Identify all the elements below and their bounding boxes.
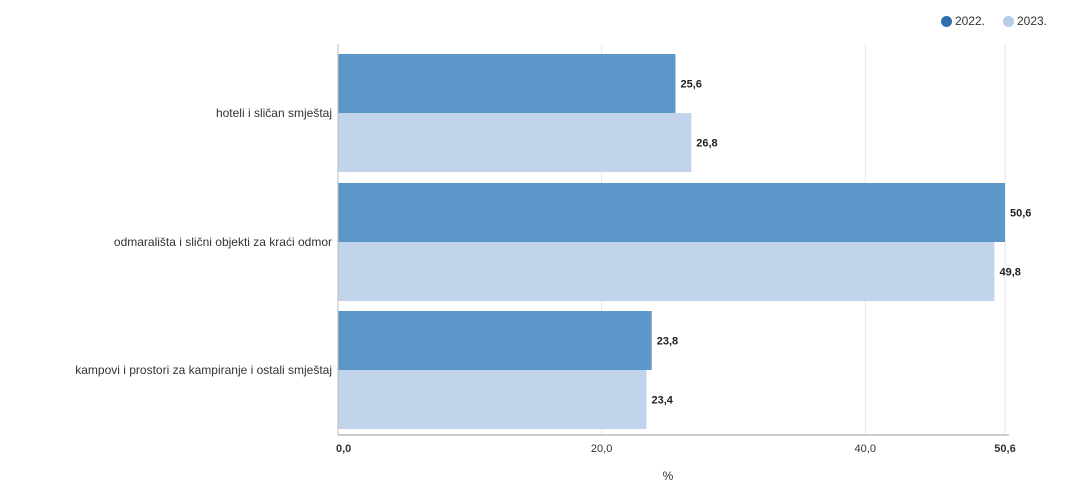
data-label: 23,4 bbox=[651, 395, 673, 407]
x-tick-label: 0,0 bbox=[336, 443, 351, 455]
data-label: 49,8 bbox=[999, 267, 1020, 279]
category-label: kampovi i prostori za kampiranje i ostal… bbox=[75, 363, 332, 377]
bar[interactable] bbox=[338, 183, 1005, 242]
data-label: 50,6 bbox=[1010, 208, 1031, 220]
legend-label-2023: 2023. bbox=[1016, 14, 1047, 28]
bar[interactable] bbox=[338, 242, 995, 301]
category-label: hoteli i sličan smještaj bbox=[216, 106, 332, 120]
x-axis-title: % bbox=[663, 469, 674, 483]
legend-item-2023[interactable]: 2023. bbox=[1002, 14, 1047, 28]
bar[interactable] bbox=[338, 370, 647, 429]
legend-marker-2022 bbox=[940, 15, 952, 27]
legend-label-2022: 2022. bbox=[954, 14, 985, 28]
x-tick-label: 50,6 bbox=[994, 443, 1015, 455]
bar[interactable] bbox=[338, 311, 652, 370]
x-tick-label: 20,0 bbox=[591, 443, 612, 455]
bar[interactable] bbox=[338, 113, 692, 172]
data-label: 25,6 bbox=[680, 79, 701, 91]
legend-marker-2023 bbox=[1002, 15, 1014, 27]
x-tick-label: 40,0 bbox=[855, 443, 876, 455]
category-label: odmarališta i slični objekti za kraći od… bbox=[114, 235, 332, 249]
bar[interactable] bbox=[338, 54, 676, 113]
legend-item-2022[interactable]: 2022. bbox=[940, 14, 985, 28]
legend: 2022. 2023. bbox=[940, 14, 1047, 28]
data-label: 26,8 bbox=[696, 138, 717, 150]
data-label: 23,8 bbox=[657, 336, 678, 348]
